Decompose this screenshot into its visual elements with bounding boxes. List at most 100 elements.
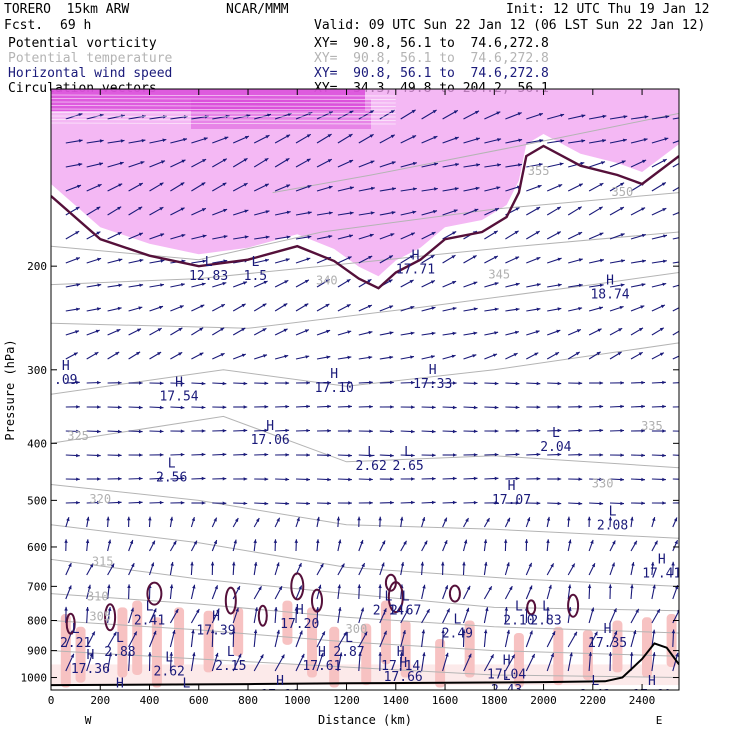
wind-vector-head: [180, 182, 185, 186]
wind-vector-head: [684, 235, 688, 238]
wind-vector-head: [472, 354, 477, 358]
wind-vector-head: [391, 211, 396, 215]
wind-vector-head: [274, 607, 278, 611]
wind-extremum-marker: L: [251, 255, 259, 270]
wind-vector-head: [494, 381, 499, 386]
wind-vector-head: [307, 235, 312, 239]
wind-vector-head: [639, 327, 643, 332]
forecast-label: Fcst.: [4, 18, 44, 33]
wind-vector-head: [108, 652, 112, 657]
wind-vector-head: [599, 306, 603, 310]
wind-vector-head: [223, 235, 228, 239]
wind-vector-head: [192, 584, 196, 589]
wind-vector-head: [220, 327, 225, 332]
wind-vector-head: [473, 281, 478, 285]
wind-vector-head: [531, 654, 535, 658]
wind-vector-head: [599, 283, 604, 287]
wind-vector-head: [390, 500, 394, 505]
wind-vector-head: [633, 540, 637, 545]
wind-vector-head: [138, 500, 143, 505]
wind-vector-head: [315, 607, 320, 611]
wind-vector-head: [107, 607, 112, 611]
wind-vector-head: [301, 653, 305, 658]
wind-vector-head: [78, 162, 83, 167]
wind-vector-head: [210, 561, 215, 566]
wind-extremum-marker: L: [402, 590, 410, 605]
init-time: Init: 12 UTC Thu 19 Jan 12: [506, 2, 710, 17]
wind-vector-head: [243, 381, 248, 386]
legend-wind-name: Horizontal wind speed: [8, 66, 173, 81]
wind-vector-head: [148, 516, 152, 521]
wind-vector-head: [137, 328, 141, 332]
wind-vector-head: [370, 110, 374, 114]
theta-contour-label: 345: [488, 268, 510, 282]
wind-vector-head: [620, 428, 624, 433]
wind-vector-head: [681, 328, 685, 331]
wind-vector-head: [381, 540, 386, 545]
wind-vector-head: [244, 235, 249, 239]
wind-vector-head: [180, 501, 185, 505]
legend-theta-name: Potential temperature: [8, 51, 173, 66]
wind-vector-head: [557, 283, 562, 287]
pv-contour-blob: [65, 612, 76, 635]
wind-vector-head: [630, 584, 634, 589]
theta-contour-label: 315: [92, 554, 114, 568]
x-tick-label: 1600: [432, 694, 459, 707]
wind-vector-head: [652, 629, 656, 634]
wind-vector-head: [265, 210, 270, 214]
x-axis-ticks: 0 200 400 600 800 1000 1200 1400 1600 1800 2000 220…: [48, 89, 655, 707]
pv-high-shade-core: [191, 99, 371, 129]
wind-vector-head: [276, 562, 280, 567]
wind-extremum-marker: H: [116, 677, 124, 692]
wind-vector-head: [298, 563, 302, 567]
wind-vector-head: [535, 330, 540, 334]
wind-vector-head: [338, 539, 342, 544]
wind-vector-head: [327, 404, 331, 409]
wind-vector-head: [348, 429, 352, 433]
wind-vector-head: [243, 501, 248, 506]
wind-vector-head: [78, 113, 83, 117]
wind-vector-head: [85, 607, 90, 611]
wind-vector-head: [483, 539, 488, 544]
wind-vector-head: [662, 380, 666, 385]
wind-vector-head: [368, 330, 373, 335]
wind-vector-head: [431, 306, 436, 310]
y-tick-label: 600: [27, 541, 47, 554]
wind-vector-head: [117, 306, 122, 311]
wind-vector-head: [513, 353, 518, 357]
wind-vector-head: [96, 206, 101, 211]
wind-vector-head: [494, 208, 499, 212]
wind-vector-head: [68, 563, 72, 567]
wind-vector-head: [306, 257, 311, 261]
wind-vector-head: [222, 381, 227, 386]
wind-vector-head: [433, 210, 437, 214]
wind-vector-head: [201, 182, 206, 186]
theta-contour-line: [51, 272, 679, 329]
pv-contours: [51, 144, 679, 635]
x-tick-label: 2000: [530, 694, 557, 707]
wind-vector-head: [596, 351, 601, 356]
wind-vector-head: [557, 405, 562, 409]
wind-vector-head: [263, 280, 268, 285]
wind-vector-head: [602, 139, 606, 143]
wind-vector-head: [432, 110, 437, 114]
wind-vector-head: [433, 187, 438, 191]
wind-extremum-value: 2.15: [215, 659, 246, 674]
theta-contour-line: [51, 415, 679, 469]
wind-vector: [672, 211, 679, 216]
wind-vector-head: [253, 629, 258, 634]
wind-vector-head: [421, 629, 426, 634]
wind-extremum-value: 2.65: [392, 459, 423, 474]
wind-extremum-value: 17.14: [381, 659, 420, 674]
wind-vector-head: [118, 405, 122, 409]
wind-extremum-marker: L: [542, 600, 550, 615]
wind-vector-head: [159, 453, 164, 457]
wind-extremum-marker: L: [453, 613, 461, 628]
wind-vector-head: [389, 331, 394, 335]
wind-vector-head: [452, 500, 457, 505]
wind-vector-head: [432, 477, 436, 481]
y-tick-label: 500: [27, 494, 47, 507]
wind-vector-head: [494, 501, 499, 505]
wind-vector-head: [621, 259, 625, 263]
